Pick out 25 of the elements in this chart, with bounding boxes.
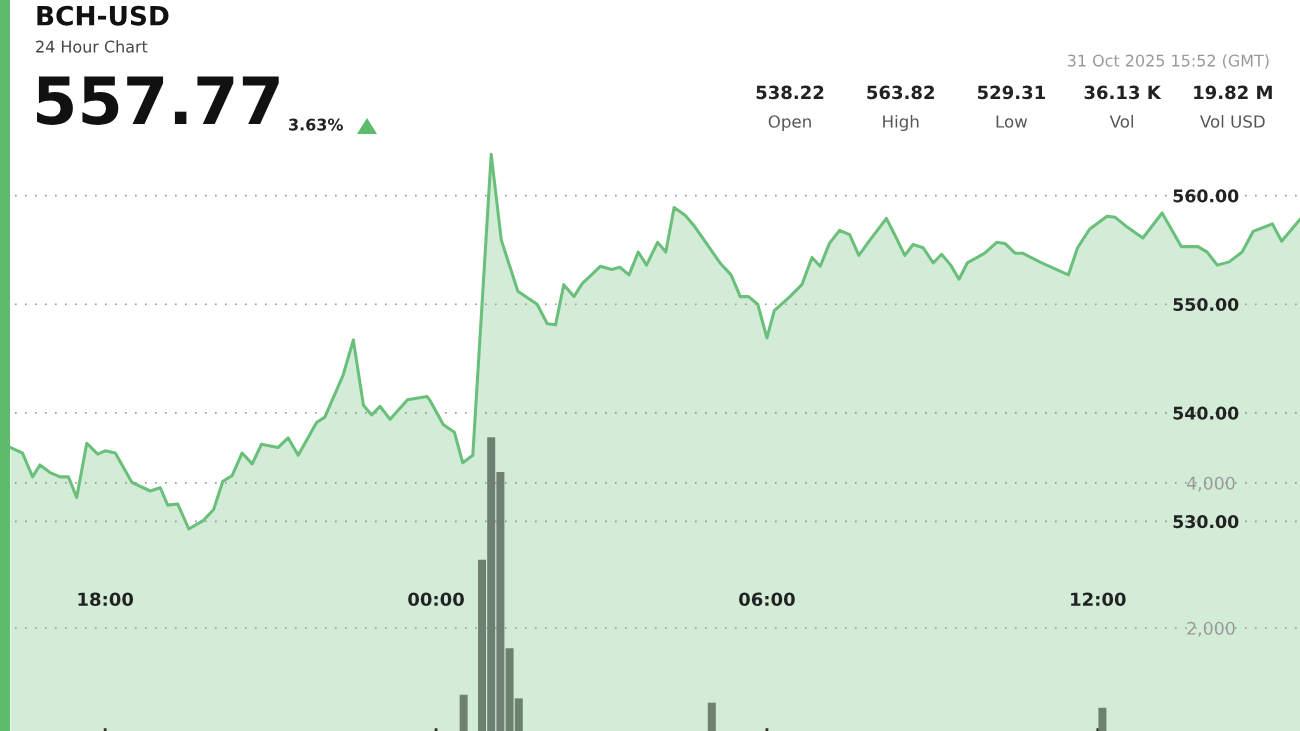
text: High bbox=[883, 114, 919, 132]
text: 538.22 bbox=[756, 85, 824, 100]
x-tick-label: 18:00 bbox=[78, 592, 134, 607]
y-tick-label: 530.00 bbox=[1173, 515, 1239, 529]
text: 557.77 bbox=[37, 76, 279, 125]
y2-tick-label: 2,000 bbox=[1187, 621, 1235, 637]
y-tick-label: 540.00 bbox=[1173, 406, 1239, 420]
text: 529.31 bbox=[977, 85, 1045, 100]
x-tick-label: 00:00 bbox=[408, 592, 464, 607]
x-tick-label: 06:00 bbox=[739, 592, 795, 607]
text: Open bbox=[768, 115, 811, 132]
y-tick-label: 550.00 bbox=[1173, 297, 1239, 312]
text: 31 Oct 2025 15:52 (GMT) bbox=[1067, 54, 1269, 69]
text: Vol USD bbox=[1200, 114, 1265, 128]
text: Low bbox=[996, 115, 1028, 128]
x-tick-label: 12:00 bbox=[1071, 592, 1126, 607]
chart-subtitle: 24 Hour Chart bbox=[36, 40, 148, 53]
text: 3.63% bbox=[289, 118, 343, 131]
text: 563.82 bbox=[867, 85, 934, 100]
text: Vol bbox=[1109, 114, 1134, 128]
text: 19.82 M bbox=[1194, 85, 1272, 100]
y2-tick-label: 4,000 bbox=[1186, 476, 1235, 492]
y-tick-label: 560.00 bbox=[1173, 189, 1239, 203]
text: 36.13 K bbox=[1084, 85, 1162, 100]
chart-title: BCH-USD bbox=[37, 5, 169, 26]
